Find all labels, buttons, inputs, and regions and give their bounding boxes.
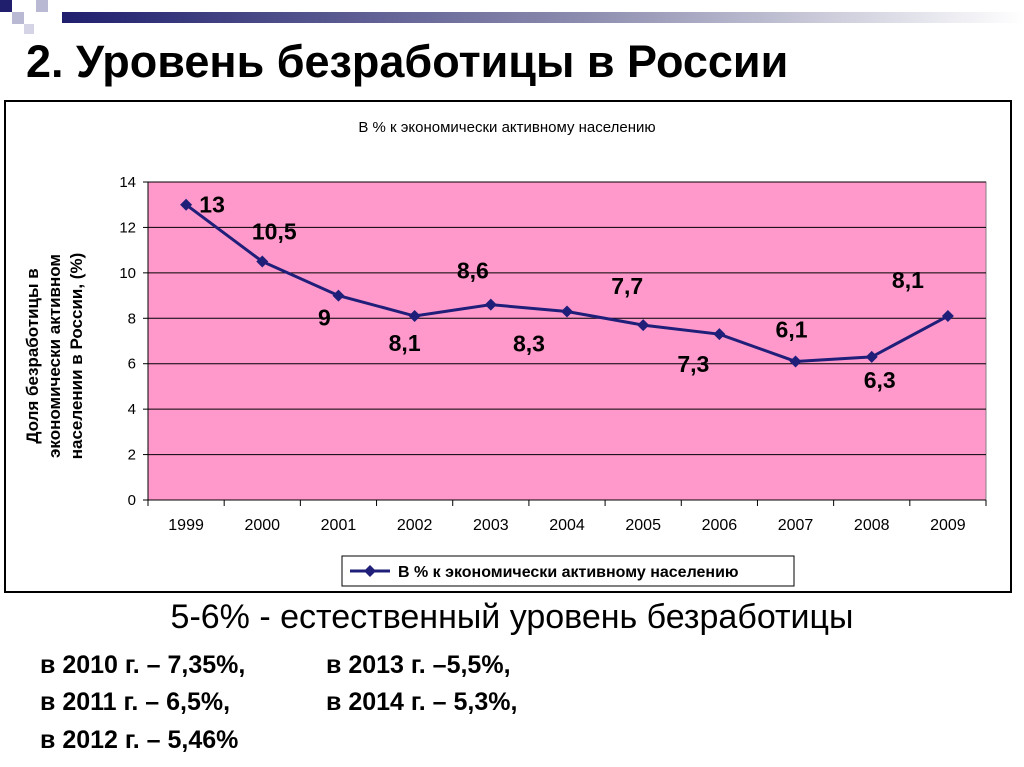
y-tick-label: 0 [128,492,136,509]
y-tick-label: 6 [128,356,136,373]
note-2011: в 2011 г. – 6,5%, [40,688,231,716]
note-2014: в 2014 г. – 5,3%, [326,688,518,716]
data-point [408,310,421,323]
x-tick-label: 1999 [168,517,204,534]
legend-label: В % к экономически активному населению [398,564,739,581]
note-2012: в 2012 г. – 5,46% [40,726,239,754]
data-label: 8,1 [389,330,421,356]
x-tick-label: 2001 [321,517,357,534]
chart-frame: В % к экономически активному населению 0 2… [4,100,1012,593]
y-tick-label: 10 [119,265,136,282]
data-point [941,310,954,323]
data-label: 8,3 [513,330,545,356]
y-tick-label: 12 [119,219,136,236]
data-point [332,289,345,302]
data-point [256,255,269,268]
data-point [637,319,650,332]
data-label: 7,7 [611,273,643,299]
x-tick-label: 2005 [625,517,661,534]
y-tick-label: 14 [119,174,136,191]
data-point [484,298,497,311]
y-axis-title-line: экономически активном [45,254,64,458]
legend-marker [364,565,376,577]
data-point [865,350,878,363]
natural-rate-text: 5-6% - естественный уровень безработицы [170,598,854,636]
note-2010: в 2010 г. – 7,35%, [40,651,246,679]
data-label: 7,3 [677,351,709,377]
data-label: 13 [199,192,225,218]
y-axis-title-line: населении в России, (%) [67,253,86,460]
data-label: 6,3 [864,367,896,393]
x-tick-label: 2004 [549,517,585,534]
x-tick-label: 2008 [854,517,890,534]
data-point [713,328,726,341]
data-point [789,355,802,368]
data-label: 10,5 [252,219,297,245]
line-chart: В % к экономически активному населению 0 2… [23,119,987,587]
data-point [180,198,193,211]
y-tick-label: 4 [128,401,136,418]
y-tick-label: 2 [128,447,136,464]
data-point [561,305,573,318]
data-label: 6,1 [776,316,808,342]
data-label: 8,1 [892,267,924,293]
data-label: 9 [318,305,331,331]
x-tick-label: 2002 [397,517,433,534]
x-tick-label: 2000 [244,517,280,534]
decorative-squares [0,0,1024,34]
chart-title: В % к экономически активному населению [358,119,655,136]
y-axis-title-line: Доля безработицы в [23,268,42,443]
x-tick-label: 2009 [930,517,966,534]
y-tick-label: 8 [128,310,136,327]
page-title: 2. Уровень безработицы в России [26,36,789,87]
x-tick-label: 2003 [473,517,509,534]
x-tick-label: 2006 [702,517,738,534]
plot-area [147,181,987,501]
note-2013: в 2013 г. –5,5%, [326,651,511,679]
legend-box [341,555,795,587]
x-tick-label: 2007 [778,517,814,534]
data-label: 8,6 [457,258,489,284]
